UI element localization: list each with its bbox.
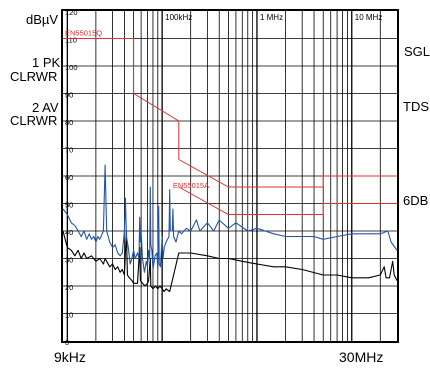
limit-line-label: EN55015Q bbox=[65, 29, 102, 38]
x-start-label: 9kHz bbox=[54, 349, 86, 365]
y-tick-label: 40 bbox=[65, 228, 73, 237]
y-tick-label: 80 bbox=[65, 118, 73, 127]
x-end-label: 30MHz bbox=[339, 349, 384, 365]
y-tick-label: 60 bbox=[65, 173, 73, 182]
trace-line bbox=[62, 230, 398, 293]
trace-line bbox=[62, 164, 398, 273]
bandwidth-label: 6DB bbox=[403, 193, 429, 208]
trace2-mode-label: 2 AV bbox=[32, 100, 59, 115]
limit-line bbox=[63, 38, 397, 188]
limit-lines: EN55015Q EN55015A bbox=[63, 29, 397, 215]
limit-line-label: EN55015A bbox=[173, 181, 209, 190]
y-unit-label: dBµV bbox=[26, 12, 59, 27]
trace1-mode-label: 1 PK bbox=[32, 55, 61, 70]
y-tick-label: 110 bbox=[65, 36, 77, 45]
y-tick-label: 100 bbox=[65, 63, 78, 72]
y-tick-labels: 0 10 20 30 40 50 60 70 80 90 100 110 120 bbox=[65, 8, 78, 347]
y-tick-label: 10 bbox=[65, 311, 73, 320]
y-tick-label: 0 bbox=[65, 338, 69, 347]
y-tick-label: 50 bbox=[65, 201, 73, 210]
y-tick-label: 20 bbox=[65, 283, 73, 292]
y-tick-label: 30 bbox=[65, 256, 73, 265]
limit-line bbox=[178, 186, 397, 215]
sweep-mode-label: SGL bbox=[404, 44, 430, 59]
tds-label: TDS bbox=[403, 99, 429, 114]
frequency-labels: 100kHz 1 MHz 10 MHz bbox=[165, 13, 382, 22]
y-tick-label: 120 bbox=[65, 8, 78, 17]
frequency-label: 10 MHz bbox=[355, 13, 383, 22]
y-tick-label: 70 bbox=[65, 146, 73, 155]
y-tick-label: 90 bbox=[65, 91, 73, 100]
trace1-detector-label: CLRWR bbox=[10, 69, 58, 84]
frequency-label: 1 MHz bbox=[260, 13, 283, 22]
trace2-detector-label: CLRWR bbox=[10, 113, 58, 128]
frequency-label: 100kHz bbox=[165, 13, 192, 22]
traces bbox=[62, 164, 398, 293]
